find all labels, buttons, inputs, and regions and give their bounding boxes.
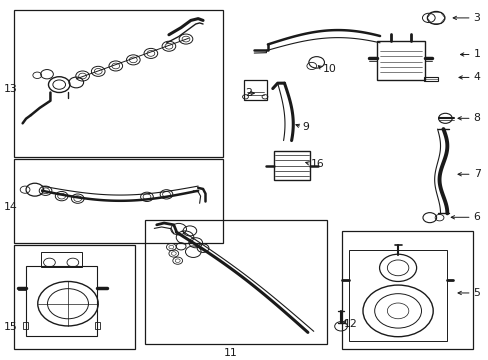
Text: 14: 14 [3, 202, 18, 212]
Bar [22, 321, 27, 329]
Bar [26, 266, 97, 336]
Bar [348, 250, 446, 341]
Bar [14, 10, 222, 157]
Bar [41, 252, 82, 267]
Text: 13: 13 [3, 84, 18, 94]
Text: 6: 6 [473, 212, 480, 222]
Text: 8: 8 [473, 113, 480, 123]
Bar [95, 321, 100, 329]
Text: 7: 7 [473, 169, 480, 179]
Bar [14, 159, 222, 243]
Bar [243, 80, 266, 100]
Text: 3: 3 [473, 13, 480, 23]
Bar [14, 245, 135, 348]
Bar [144, 220, 327, 344]
Bar [423, 77, 437, 81]
Bar [273, 151, 310, 180]
Text: 2: 2 [245, 88, 252, 98]
Text: 16: 16 [310, 159, 324, 169]
Text: 9: 9 [302, 122, 308, 132]
Text: 5: 5 [473, 288, 480, 298]
Text: 1: 1 [473, 49, 480, 59]
Text: 12: 12 [343, 319, 357, 329]
Text: 11: 11 [224, 348, 237, 358]
Bar [341, 231, 472, 348]
Text: 10: 10 [322, 64, 336, 74]
Bar [376, 41, 424, 80]
Text: 15: 15 [3, 322, 18, 332]
Text: 4: 4 [473, 72, 480, 82]
